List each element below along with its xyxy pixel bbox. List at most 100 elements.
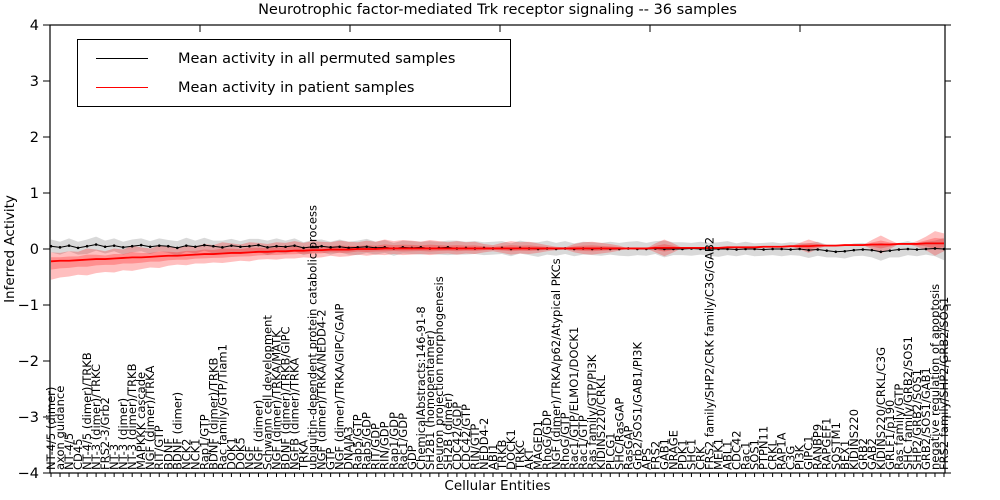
entity-label: PI3K	[793, 444, 807, 470]
entity-label: GRB2/SOS1/GAB1	[919, 367, 933, 470]
entity-label: Rac family/GTP/Tiam1	[215, 344, 229, 470]
permuted-marker	[230, 244, 233, 247]
permuted-marker	[843, 249, 847, 253]
entity-label: APS	[639, 448, 653, 470]
entity-label: SHP2/GRB2/SOS1	[910, 369, 924, 470]
permuted-marker	[870, 248, 874, 252]
y-tick-label: −3	[18, 410, 39, 426]
permuted-marker	[789, 248, 792, 251]
permuted-marker	[221, 246, 224, 249]
entity-label: RIT/GTP	[152, 425, 166, 470]
permuted-marker	[924, 247, 928, 251]
entity-label: DOK1	[224, 437, 238, 470]
permuted-marker	[257, 243, 260, 247]
entity-label: FRS2 family/SHP2/GRB2/SOS1	[937, 297, 951, 470]
entity-label: SH2B (dimer)	[441, 393, 455, 470]
entity-label: NT-4/5 (dimer)/TRKB	[80, 352, 94, 470]
entity-label: Rac1/GTP	[576, 415, 590, 470]
entity-label: BEX1	[838, 440, 852, 470]
entity-label: Rac1/GTP/ELMO1/DOCK1	[567, 327, 581, 470]
y-tick-label: −1	[18, 298, 39, 314]
entity-label: RIT/GDP	[369, 423, 383, 470]
legend-label-patient: Mean activity in patient samples	[178, 79, 415, 96]
entity-label: GIPC1	[802, 435, 816, 470]
entity-label: negative regulation of apoptosis	[928, 284, 942, 470]
entity-label: TRKB	[495, 439, 509, 471]
permuted-marker	[85, 244, 89, 248]
permuted-marker	[347, 246, 350, 250]
entity-label: DNAJA3	[342, 426, 356, 470]
permuted-marker	[798, 247, 801, 251]
entity-label: SOS1	[748, 439, 762, 470]
permuted-marker	[157, 244, 161, 247]
permuted-marker	[112, 244, 116, 247]
entity-label: CRKL	[766, 439, 780, 470]
entity-label: Rab5/GTP	[351, 414, 365, 470]
entity-label: PLCG1	[603, 432, 617, 470]
permuted-marker	[726, 247, 729, 251]
y-tick-label: 3	[30, 74, 39, 90]
y-tick-label: 2	[30, 130, 39, 146]
permuted-marker	[275, 244, 278, 248]
permuted-marker	[879, 250, 883, 254]
permuted-marker	[816, 248, 820, 251]
permuted-marker	[185, 244, 188, 247]
permuted-marker	[284, 245, 287, 249]
permuted-marker	[852, 248, 856, 252]
permuted-marker	[780, 247, 783, 251]
entity-label: NT-3 (dimer)/TRKC	[89, 364, 103, 470]
entity-label: FRS2	[648, 441, 662, 470]
entity-label: Rac1	[739, 442, 753, 470]
entity-label: RANBP9	[811, 424, 825, 470]
entity-label: NGF	[242, 446, 256, 470]
y-tick-label: 0	[30, 242, 39, 258]
entity-label: TRKA	[297, 440, 311, 471]
entity-label: AKT	[522, 447, 536, 470]
entity-label: ABI1	[486, 444, 500, 470]
permuted-marker	[166, 244, 170, 248]
permuted-marker	[76, 246, 80, 250]
permuted-marker	[139, 243, 143, 247]
entity-label: GDP	[405, 445, 419, 470]
entity-label: KIDINS220/CRKL	[594, 375, 608, 470]
legend-item-permuted: Mean activity in all permuted samples	[78, 44, 510, 73]
permuted-marker	[175, 246, 179, 250]
entity-label: GAB2	[865, 438, 879, 470]
entity-label: PTPN11	[757, 426, 771, 470]
permuted-marker	[203, 243, 206, 247]
permuted-marker	[744, 247, 747, 251]
permuted-marker	[148, 245, 152, 249]
permuted-marker	[897, 248, 901, 251]
entity-label: ChemicalAbstracts:146-91-8	[414, 306, 428, 470]
permuted-marker	[735, 248, 738, 251]
entity-label: NGF (dimer)/TRKA	[143, 366, 157, 470]
entity-label: RhoG/GTP	[558, 412, 572, 470]
entity-label: NT-4/5 (dimer)	[44, 387, 58, 470]
permuted-marker	[248, 244, 251, 248]
entity-label: Ras family/GTP/PI3K	[585, 354, 599, 470]
entity-label: MAPKKK cascade	[134, 372, 148, 470]
entity-label: RAP1A	[775, 432, 789, 470]
permuted-marker	[906, 247, 910, 251]
permuted-marker	[933, 247, 937, 250]
entity-label: KIDINS220/CRKL/C3G	[874, 347, 888, 470]
entity-label: Rac1/GDP	[396, 413, 410, 470]
entity-label: BDNF (dimer)/TRKB	[206, 357, 220, 470]
entity-label: Rap1/GTP	[197, 414, 211, 470]
entity-label: NCK1	[188, 439, 202, 471]
entity-label: ubiquitin-dependent protein catabolic pr…	[306, 205, 320, 470]
entity-label: SHC family/GRB2/SOS1	[901, 336, 915, 470]
permuted-marker	[212, 244, 215, 248]
permuted-marker	[861, 248, 865, 251]
entity-label: SHC1	[684, 439, 698, 470]
entity-label: CD45	[71, 438, 85, 470]
entity-label: SH2B1 (homopentamer)	[423, 330, 437, 470]
permuted-marker	[58, 246, 62, 249]
entity-label: NGF (dimer)/TRKA/MATK	[270, 330, 284, 470]
y-tick-label: 1	[30, 186, 39, 202]
entity-label: PDK1	[675, 439, 689, 470]
entity-label: MEK1	[711, 438, 725, 470]
permuted-marker	[888, 249, 892, 252]
permuted-marker	[762, 248, 765, 251]
y-tick-label: −4	[18, 466, 39, 482]
